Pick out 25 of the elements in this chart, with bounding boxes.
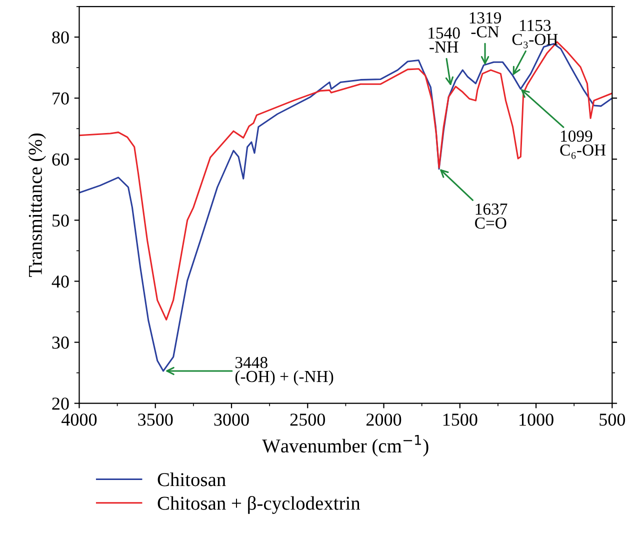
y-tick-label: 60 bbox=[52, 153, 69, 166]
annotation: 1637 C=O bbox=[475, 204, 508, 229]
y-tick-label: 70 bbox=[52, 92, 69, 105]
x-tick-label: 1500 bbox=[443, 414, 478, 426]
y-tick-label: 30 bbox=[52, 336, 69, 349]
x-axis-title: Wavenumber (cm$^{−1}$) bbox=[262, 434, 428, 456]
y-tick-label: 80 bbox=[52, 31, 69, 44]
x-tick-label: 3000 bbox=[214, 414, 249, 426]
x-tick-label: 500 bbox=[600, 414, 626, 426]
annotation: 1319 -CN bbox=[470, 12, 502, 38]
legend-label: Chitosan bbox=[158, 472, 226, 486]
y-tick-label: 20 bbox=[52, 398, 69, 410]
x-tick-label: 2000 bbox=[366, 414, 402, 426]
y-tick-label: 50 bbox=[52, 214, 69, 227]
x-tick-label: 1000 bbox=[520, 414, 554, 426]
annotation: 1540 -NH bbox=[428, 27, 460, 52]
x-tick-label: 4000 bbox=[62, 414, 97, 426]
legend-label: Chitosan + β-cyclodextrin bbox=[158, 496, 360, 514]
x-tick-label: 3500 bbox=[138, 414, 173, 426]
y-tick-label: 40 bbox=[52, 276, 69, 288]
y-axis-title: Transmittance (%) bbox=[28, 134, 46, 277]
x-tick-label: 2500 bbox=[290, 414, 325, 426]
annotation: 1099 C₆-OH bbox=[560, 130, 606, 159]
annotation: 3448 (-OH) + (-NH) bbox=[235, 356, 334, 386]
annotation: 1153 C₃-OH bbox=[512, 20, 558, 48]
